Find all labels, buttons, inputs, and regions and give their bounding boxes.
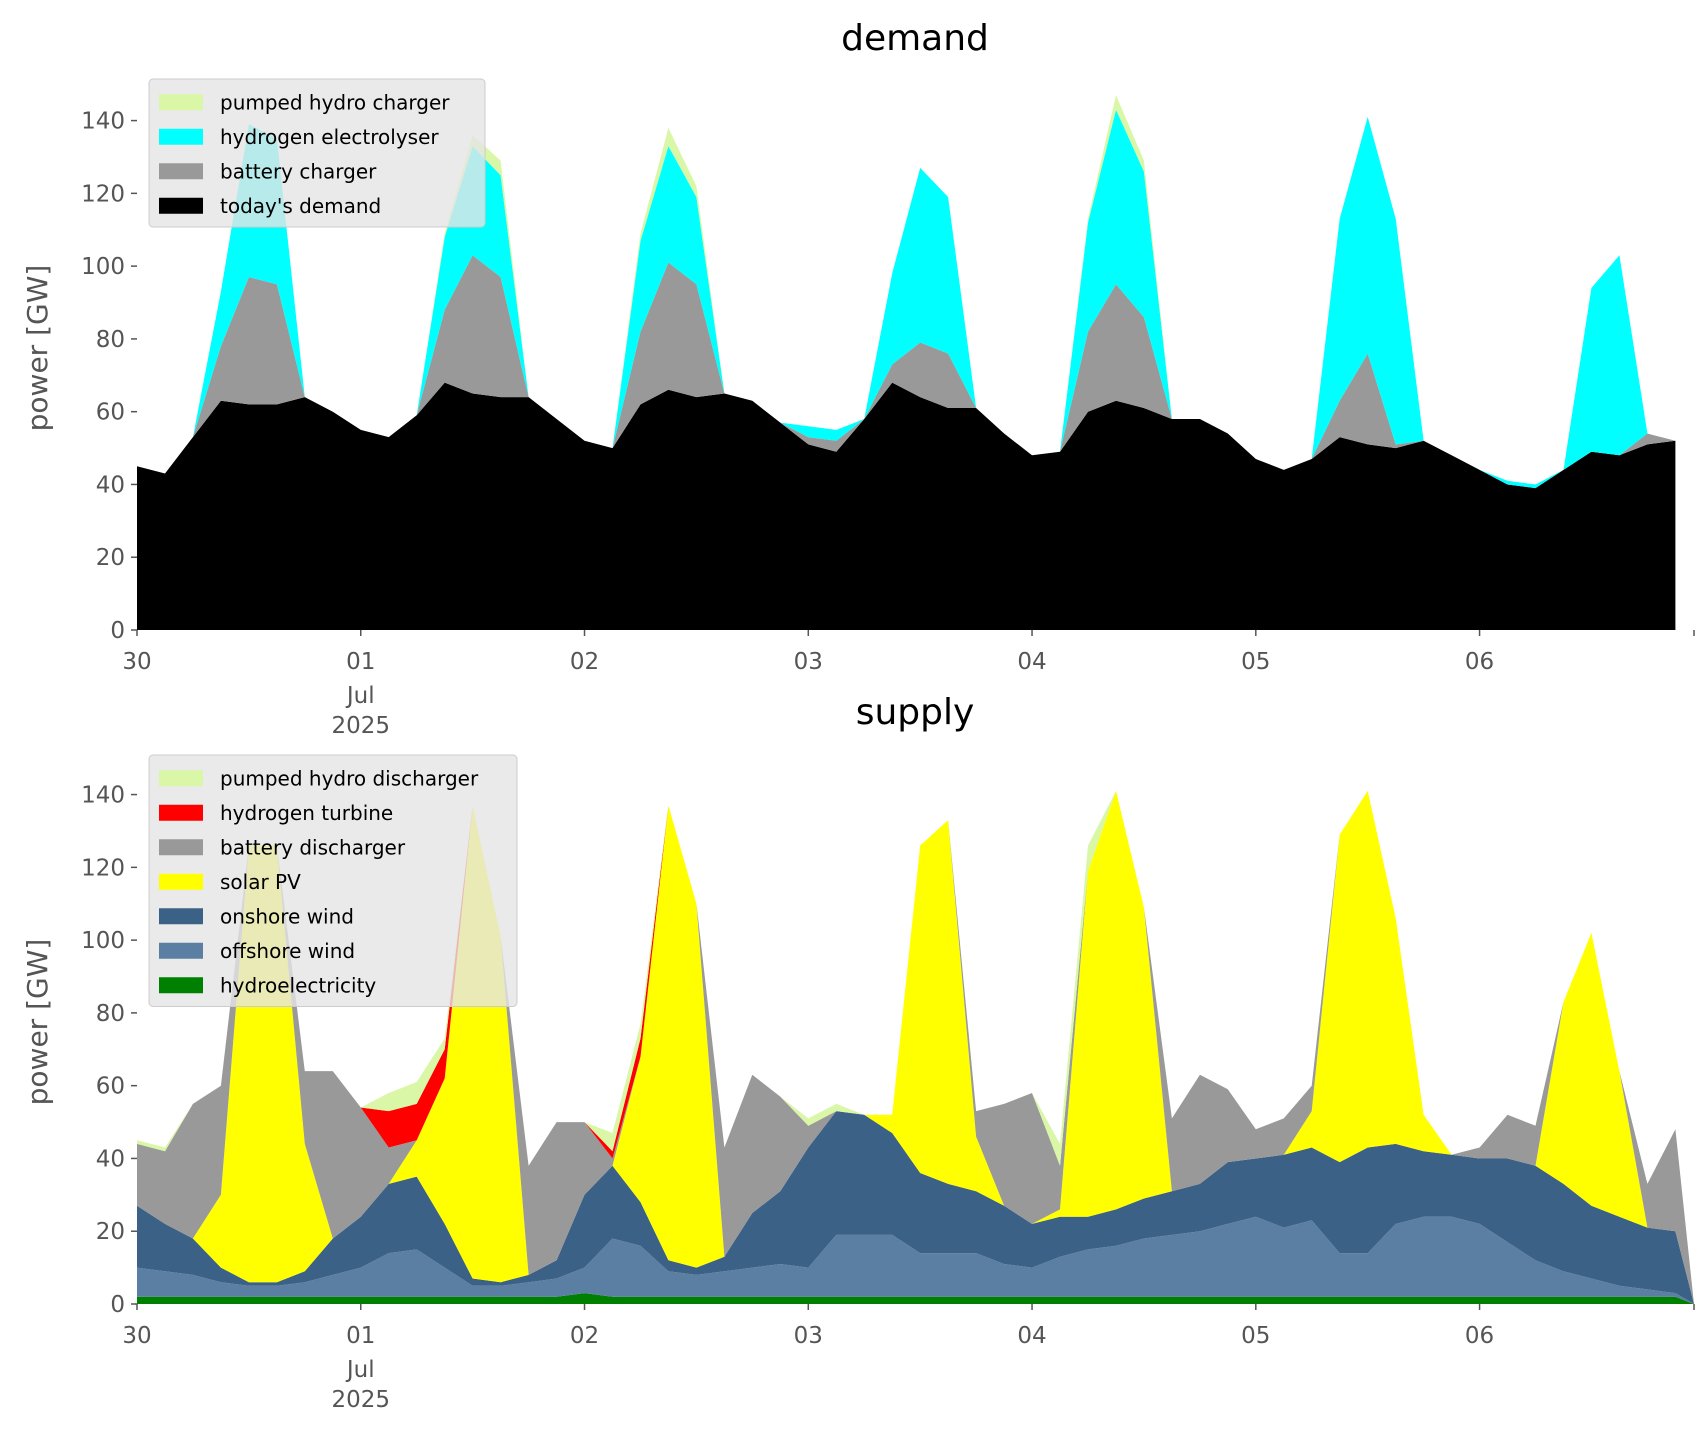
x-tick-label: 30 <box>122 1323 151 1349</box>
y-tick-label: 0 <box>110 618 125 644</box>
y-tick-label: 120 <box>81 855 125 881</box>
legend-swatch-pumped-hydro-discharger <box>159 770 203 787</box>
area-today-s-demand <box>137 382 1676 630</box>
supply-legend: pumped hydro discharger hydrogen turbine b… <box>148 754 518 1007</box>
legend-label-solar-pv: solar PV <box>220 870 301 894</box>
legend-box <box>148 78 486 228</box>
legend-swatch-hydroelectricity <box>159 977 203 994</box>
x-tick-label: 06 <box>1465 649 1494 675</box>
x-tick-label: 03 <box>794 649 823 675</box>
y-tick-label: 100 <box>81 254 125 280</box>
y-tick-label: 120 <box>81 181 125 207</box>
legend-box <box>148 754 518 1007</box>
demand-areas <box>137 95 1676 630</box>
area-offshore-wind <box>137 1216 1694 1304</box>
area-onshore-wind <box>137 1111 1694 1304</box>
area-hydroelectricity <box>137 1293 1694 1304</box>
y-tick-label: 40 <box>96 472 125 498</box>
legend-label-battery-discharger: battery discharger <box>220 835 406 859</box>
x-tick-sublabel: Jul <box>345 1357 375 1383</box>
y-tick-label: 100 <box>81 928 125 954</box>
y-tick-label: 20 <box>96 545 125 571</box>
y-tick-label: 140 <box>81 109 125 135</box>
y-tick-label: 140 <box>81 783 125 809</box>
supply-xticks: 30 01 Jul 2025 02 03 04 05 06 <box>122 1304 1695 1413</box>
y-tick-label: 60 <box>96 1074 125 1100</box>
area-hydrogen-electrolyser <box>137 109 1676 489</box>
x-tick-sublabel: 2025 <box>331 713 390 739</box>
legend-label-today-s-demand: today's demand <box>220 194 381 218</box>
supply-areas <box>137 790 1694 1304</box>
x-tick-label: 04 <box>1017 649 1046 675</box>
legend-swatch-pumped-hydro-charger <box>159 94 203 111</box>
area-battery-charger <box>137 255 1676 489</box>
legend-label-hydroelectricity: hydroelectricity <box>220 973 376 997</box>
x-tick-label: 05 <box>1241 649 1270 675</box>
legend-swatch-offshore-wind <box>159 942 203 959</box>
legend-label-pumped-hydro-charger: pumped hydro charger <box>220 90 450 114</box>
x-tick-sublabel: 2025 <box>331 1387 390 1413</box>
demand-yticks: 0 20 40 60 80 100 120 140 <box>81 109 137 644</box>
supply-ylabel: power [GW] <box>21 939 54 1106</box>
y-tick-label: 20 <box>96 1219 125 1245</box>
x-tick-label: 30 <box>122 649 151 675</box>
y-tick-label: 80 <box>96 1001 125 1027</box>
legend-label-pumped-hydro-discharger: pumped hydro discharger <box>220 766 479 790</box>
area-battery-discharger <box>137 790 1694 1304</box>
x-tick-label: 01 <box>346 649 375 675</box>
legend-swatch-onshore-wind <box>159 908 203 925</box>
supply-yticks: 0 20 40 60 80 100 120 140 <box>81 783 137 1318</box>
x-tick-label: 05 <box>1241 1323 1270 1349</box>
legend-swatch-solar-pv <box>159 873 203 890</box>
x-tick-label: 04 <box>1017 1323 1046 1349</box>
demand-legend: pumped hydro charger hydrogen electrolyse… <box>148 78 486 228</box>
x-tick-label: 06 <box>1465 1323 1494 1349</box>
legend-swatch-today-s-demand <box>159 197 203 214</box>
y-tick-label: 0 <box>110 1292 125 1318</box>
legend-swatch-battery-discharger <box>159 839 203 856</box>
y-tick-label: 40 <box>96 1146 125 1172</box>
x-tick-label: 03 <box>794 1323 823 1349</box>
x-tick-sublabel: Jul <box>345 683 375 709</box>
legend-swatch-hydrogen-electrolyser <box>159 128 203 145</box>
demand-ylabel: power [GW] <box>21 265 54 432</box>
legend-swatch-hydrogen-turbine <box>159 804 203 821</box>
supply-title: supply <box>856 692 975 733</box>
area-solar-pv <box>137 790 1694 1304</box>
legend-label-hydrogen-electrolyser: hydrogen electrolyser <box>220 125 439 149</box>
legend-label-battery-charger: battery charger <box>220 159 377 183</box>
x-tick-label: 01 <box>346 1323 375 1349</box>
demand-title: demand <box>841 18 989 59</box>
legend-label-onshore-wind: onshore wind <box>220 904 354 928</box>
demand-xticks: 30 01 Jul 2025 02 03 04 05 06 <box>122 630 1695 739</box>
y-tick-label: 60 <box>96 400 125 426</box>
x-tick-label: 02 <box>570 1323 599 1349</box>
legend-label-offshore-wind: offshore wind <box>220 939 355 963</box>
x-tick-label: 02 <box>570 649 599 675</box>
legend-label-hydrogen-turbine: hydrogen turbine <box>220 801 393 825</box>
y-tick-label: 80 <box>96 327 125 353</box>
legend-swatch-battery-charger <box>159 163 203 180</box>
